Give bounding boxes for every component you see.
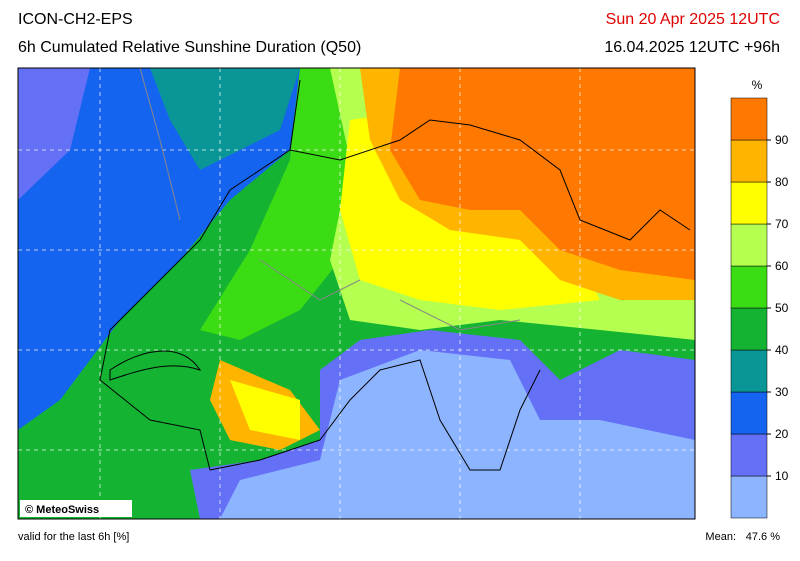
colorbar-box <box>730 307 768 351</box>
colorbar-box <box>730 223 768 267</box>
map: © MeteoSwiss <box>17 67 696 520</box>
copyright-box <box>20 500 132 517</box>
colorbar-tick-label: 50 <box>775 301 789 315</box>
colorbar-tick-label: 60 <box>775 259 789 273</box>
valid-time: Sun 20 Apr 2025 12UTC <box>606 11 780 28</box>
colorbar-box <box>730 433 768 477</box>
colorbar-tick-label: 70 <box>775 217 789 231</box>
region <box>18 68 90 200</box>
colorbar-tick-label: 90 <box>775 133 789 147</box>
colorbar-tick-label: 30 <box>775 385 789 399</box>
model-name: ICON-CH2-EPS <box>18 11 133 28</box>
colorbar-box <box>730 97 768 141</box>
colorbar-box <box>730 265 768 309</box>
copyright: © MeteoSwiss <box>25 504 99 516</box>
colorbar-box <box>730 139 768 183</box>
colorbar-tick-label: 20 <box>775 427 789 441</box>
footer-note: valid for the last 6h [%] <box>18 531 129 543</box>
region <box>150 68 300 170</box>
mean-value: 47.6 % <box>746 531 780 543</box>
colorbar: % 10 20 30 40 50 60 70 80 90 <box>730 78 789 519</box>
colorbar-box <box>730 475 768 519</box>
region <box>390 68 695 280</box>
map-frame <box>17 67 696 520</box>
mean-label: Mean: <box>705 531 736 543</box>
colorbar-tick-label: 10 <box>775 469 789 483</box>
region <box>220 350 695 519</box>
colorbar-tick-label: 80 <box>775 175 789 189</box>
colorbar-box <box>730 391 768 435</box>
region <box>200 68 390 340</box>
region <box>230 380 300 440</box>
run-time: 16.04.2025 12UTC +96h <box>604 39 780 56</box>
colorbar-unit: % <box>752 78 763 92</box>
map-title: 6h Cumulated Relative Sunshine Duration … <box>18 39 361 56</box>
colorbar-box <box>730 349 768 393</box>
region <box>18 68 300 430</box>
colorbar-tick-label: 40 <box>775 343 789 357</box>
colorbar-box <box>730 181 768 225</box>
